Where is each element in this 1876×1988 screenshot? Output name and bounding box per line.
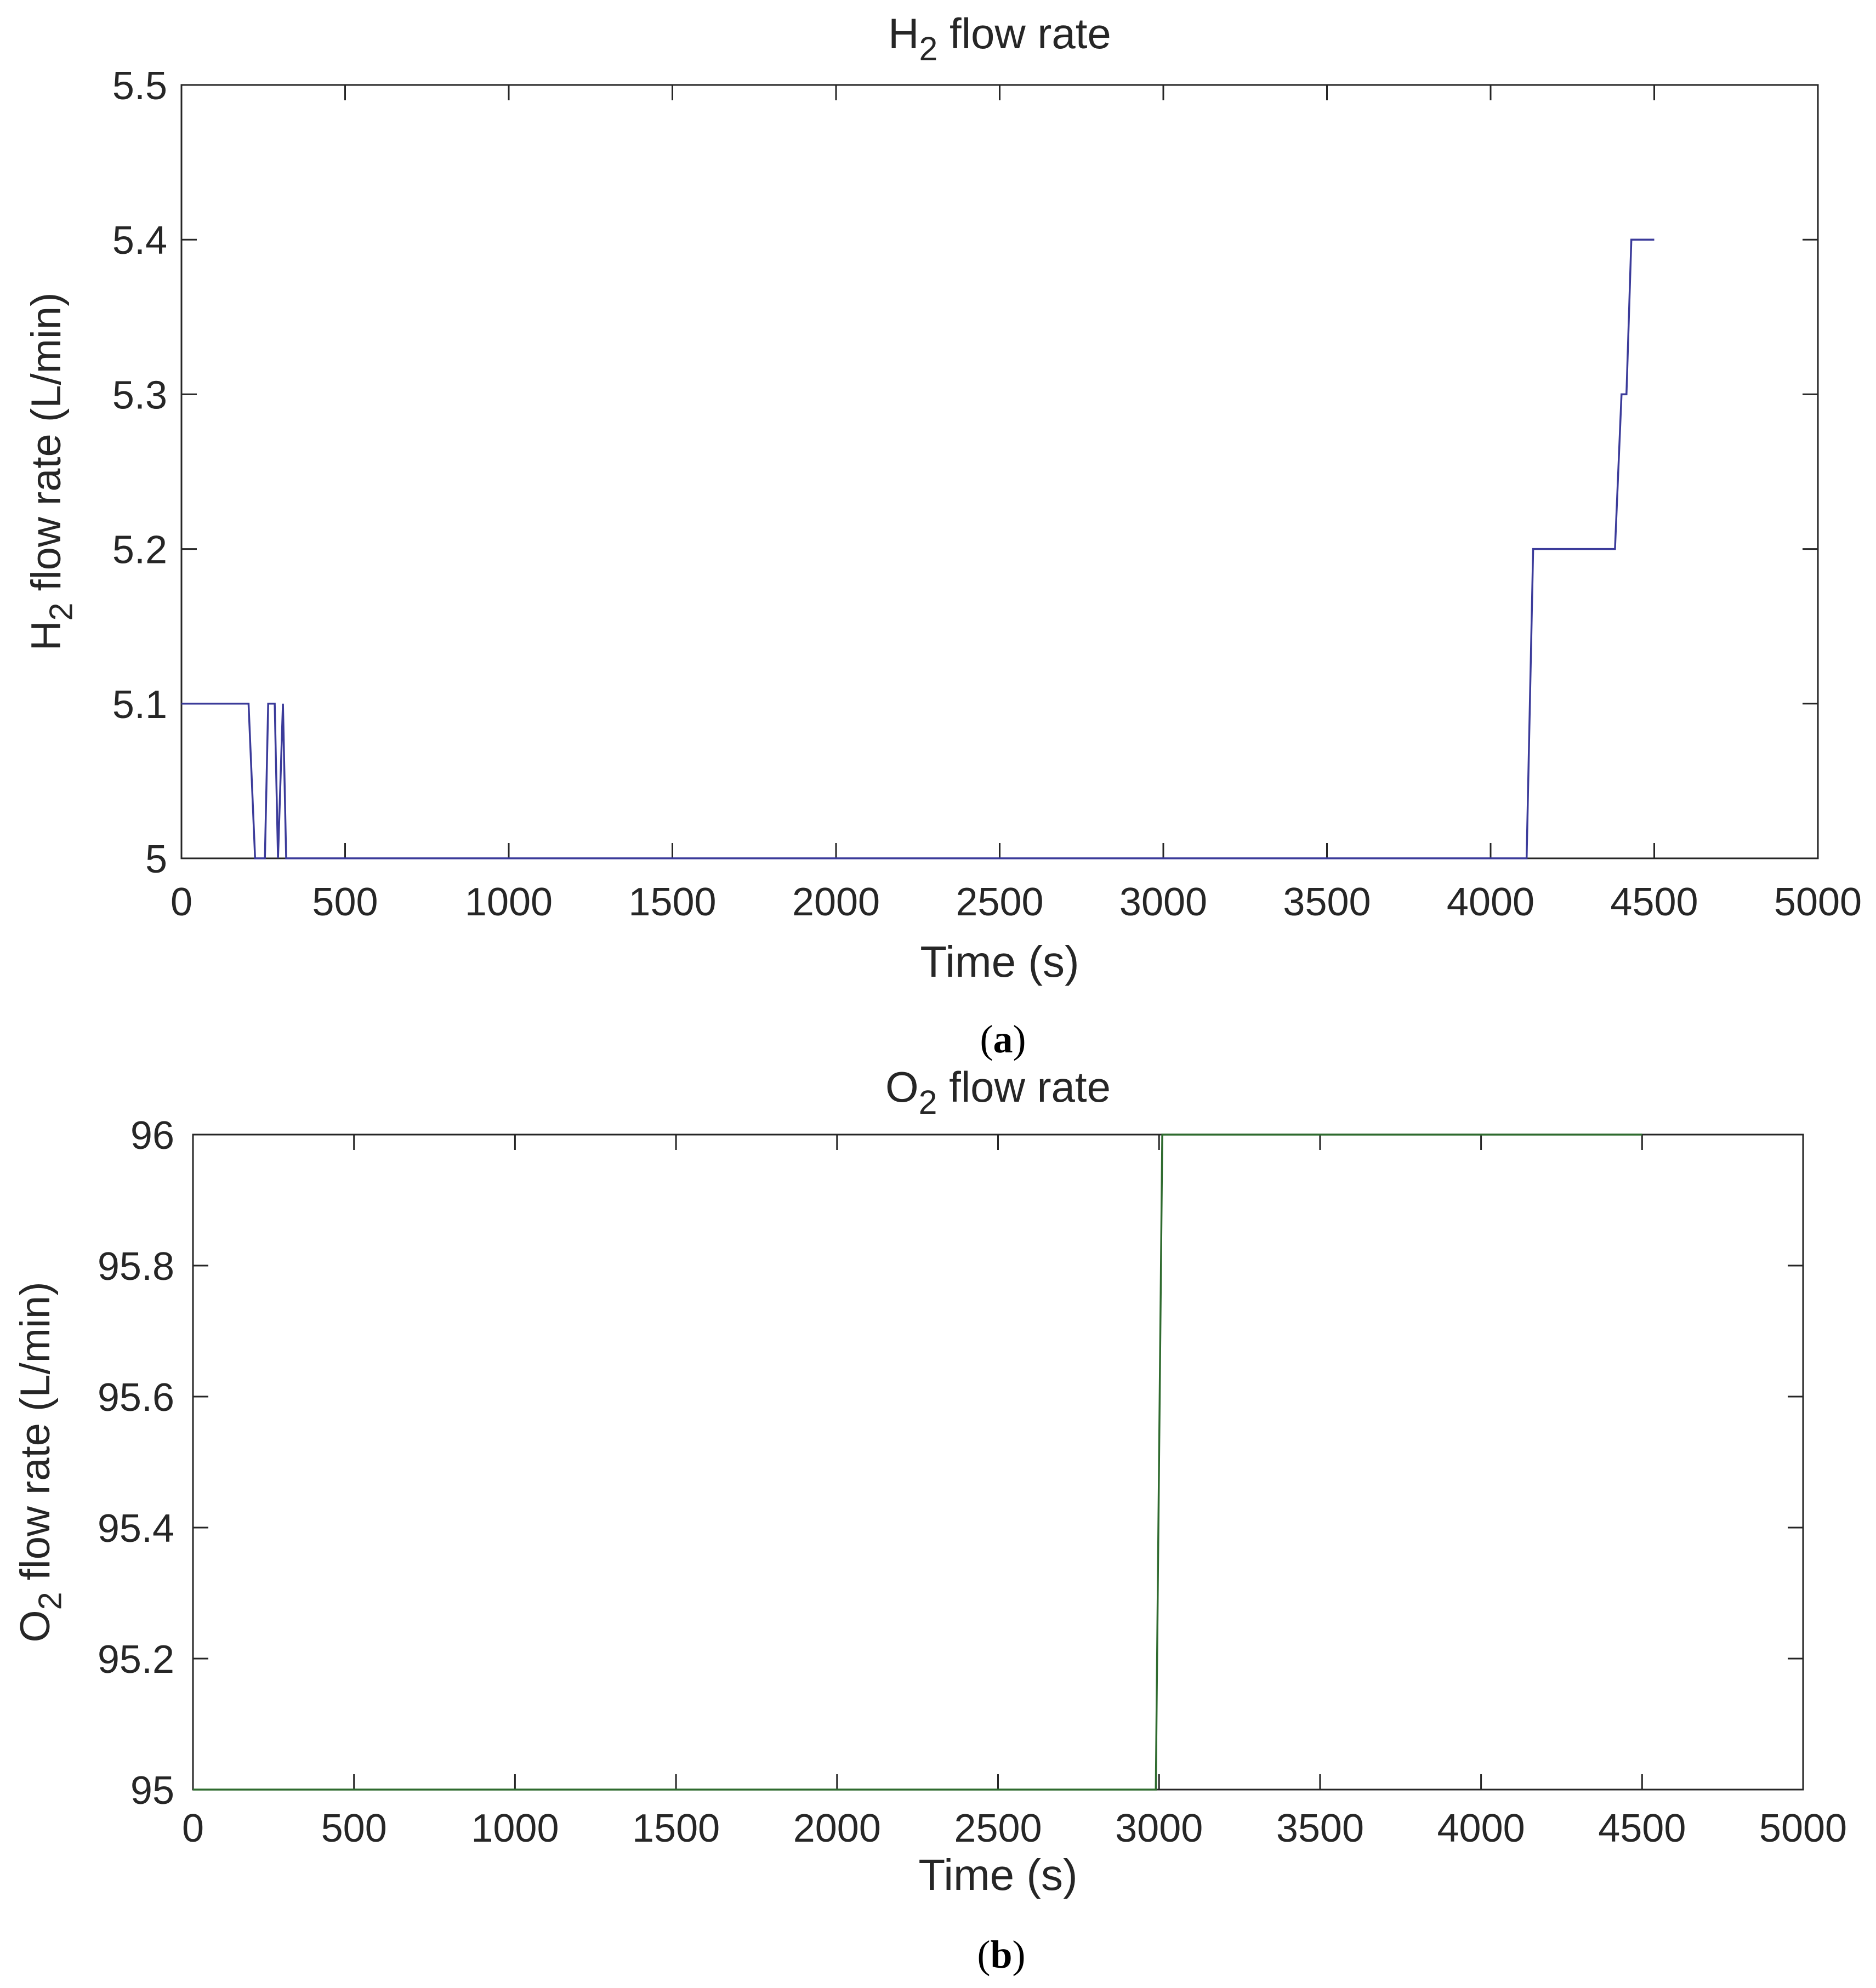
y-tick-label: 5.4 <box>112 219 167 263</box>
x-tick-label: 3000 <box>1115 1807 1203 1850</box>
chart-title: O2 flow rate <box>885 1063 1111 1121</box>
y-tick-label: 96 <box>130 1114 174 1158</box>
panel-caption: (a) <box>980 1017 1026 1061</box>
chart-title: H2 flow rate <box>888 9 1111 67</box>
x-tick-label: 2500 <box>954 1807 1042 1850</box>
y-tick-label: 5.5 <box>112 64 167 108</box>
x-tick-label: 0 <box>170 880 192 924</box>
x-tick-label: 4500 <box>1610 880 1698 924</box>
y-tick-label: 95.4 <box>98 1507 174 1551</box>
x-tick-label: 2500 <box>956 880 1043 924</box>
x-tick-label: 3500 <box>1276 1807 1364 1850</box>
chart-panel-a: H2 flow rate 0 500 1000 1500 2000 2500 3000 3500… <box>23 9 1862 1061</box>
series-line-0 <box>193 1133 1642 1791</box>
x-axis-label: Time (s) <box>918 1850 1077 1899</box>
y-tick-label: 5.2 <box>112 528 167 572</box>
plot-area-frame <box>192 1133 1804 1791</box>
x-tick-label: 5000 <box>1774 880 1862 924</box>
y-tick-label: 5.3 <box>112 373 167 417</box>
x-tick-label: 500 <box>312 880 378 924</box>
plot-area-frame <box>180 84 1819 859</box>
y-tick-label: 95.6 <box>98 1376 174 1420</box>
y-tick-label: 95 <box>130 1769 174 1813</box>
x-tick-label: 3500 <box>1283 880 1371 924</box>
y-axis-label: H2 flow rate (L/min) <box>23 293 79 651</box>
chart-panel-b: O2 flow rate 0 500 1000 1500 2000 2500 3000 3500… <box>12 1063 1847 1976</box>
x-tick-label: 2000 <box>793 1807 881 1850</box>
x-tick-label: 4000 <box>1447 880 1534 924</box>
x-tick-label: 1000 <box>465 880 553 924</box>
y-tick-label: 95.8 <box>98 1245 174 1289</box>
panel-caption: (b) <box>977 1933 1025 1976</box>
x-tick-label: 500 <box>321 1807 387 1850</box>
x-tick-label: 5000 <box>1759 1807 1847 1850</box>
y-tick-label: 5.1 <box>112 683 167 727</box>
x-tick-label: 1500 <box>632 1807 720 1850</box>
series-line-0 <box>181 238 1655 859</box>
x-tick-label: 3000 <box>1119 880 1207 924</box>
x-tick-label: 4500 <box>1598 1807 1686 1850</box>
y-tick-label: 95.2 <box>98 1638 174 1682</box>
x-tick-label: 2000 <box>792 880 880 924</box>
x-tick-label: 1500 <box>628 880 716 924</box>
y-axis-label: O2 flow rate (L/min) <box>12 1281 68 1642</box>
x-axis-label: Time (s) <box>920 937 1079 986</box>
x-tick-label: 4000 <box>1437 1807 1525 1850</box>
x-tick-label: 0 <box>182 1807 204 1850</box>
y-tick-label: 5 <box>145 838 167 881</box>
x-tick-label: 1000 <box>471 1807 559 1850</box>
